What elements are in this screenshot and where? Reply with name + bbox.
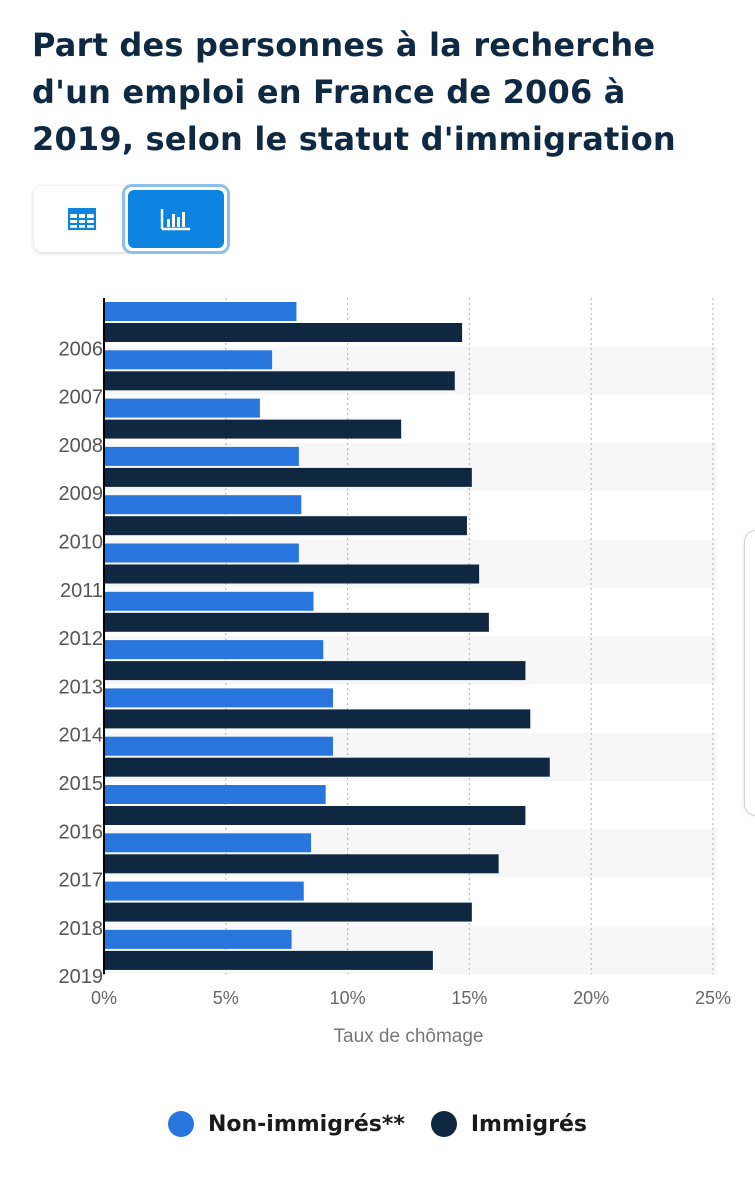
bar-immigres-2010 xyxy=(104,516,467,536)
y-tick-label-2007: 2007 xyxy=(59,387,104,409)
x-tick-label: 15% xyxy=(451,988,487,1008)
bar-immigres-2013 xyxy=(104,661,526,681)
table-icon xyxy=(68,208,96,230)
y-tick-label-2012: 2012 xyxy=(59,628,104,650)
bar-non-immigres-2019 xyxy=(104,929,292,949)
bar-immigres-2012 xyxy=(104,612,489,632)
x-tick-label: 5% xyxy=(213,988,239,1008)
bar-non-immigres-2008 xyxy=(104,398,260,418)
view-toggle xyxy=(34,184,230,254)
bar-non-immigres-2007 xyxy=(104,350,273,370)
chart-view-button[interactable] xyxy=(122,184,230,254)
y-tick-label-2008: 2008 xyxy=(59,435,104,457)
bar-non-immigres-2017 xyxy=(104,833,312,853)
y-tick-label-2011: 2011 xyxy=(60,580,103,602)
bar-non-immigres-2011 xyxy=(104,543,299,563)
y-tick-label-2017: 2017 xyxy=(59,870,104,892)
page-title: Part des personnes à la recherche d'un e… xyxy=(32,26,676,158)
bar-immigres-2007 xyxy=(104,371,455,391)
legend-label-non-immigres: Non-immigrés** xyxy=(207,1111,405,1137)
legend-swatch-non-immigres xyxy=(167,1111,194,1137)
y-tick-label-2009: 2009 xyxy=(59,483,104,505)
bar-immigres-2011 xyxy=(104,564,480,584)
bar-non-immigres-2013 xyxy=(104,640,324,660)
legend-swatch-immigres xyxy=(430,1111,457,1137)
table-view-button[interactable] xyxy=(34,186,130,252)
bar-non-immigres-2010 xyxy=(104,495,302,515)
legend: Non-immigrés** Immigrés xyxy=(0,1104,755,1144)
y-tick-label-2010: 2010 xyxy=(59,532,104,554)
y-tick-label-2014: 2014 xyxy=(59,725,104,747)
bar-immigres-2017 xyxy=(104,854,499,874)
legend-item-immigres[interactable]: Immigrés xyxy=(430,1111,588,1137)
x-tick-label: 10% xyxy=(330,988,366,1008)
x-tick-label: 20% xyxy=(573,988,609,1008)
bar-chart-icon xyxy=(160,209,190,231)
bar-non-immigres-2009 xyxy=(104,446,299,466)
y-tick-label-2019: 2019 xyxy=(59,966,104,988)
y-tick-label-2013: 2013 xyxy=(59,676,104,698)
bar-immigres-2006 xyxy=(104,323,463,342)
bar-non-immigres-2018 xyxy=(104,881,304,901)
bar-non-immigres-2006 xyxy=(104,302,297,321)
bar-non-immigres-2014 xyxy=(104,688,333,708)
bar-immigres-2009 xyxy=(104,467,472,487)
y-tick-label-2016: 2016 xyxy=(59,821,104,843)
y-tick-label-2015: 2015 xyxy=(59,773,104,795)
x-tick-label: 0% xyxy=(91,988,117,1008)
y-tick-label-2006: 2006 xyxy=(59,338,104,360)
bar-non-immigres-2016 xyxy=(104,785,326,804)
legend-label-immigres: Immigrés xyxy=(470,1111,588,1137)
chart-view-button-fill xyxy=(128,190,224,248)
legend-item-non-immigres[interactable]: Non-immigrés** xyxy=(167,1111,405,1137)
bar-immigres-2015 xyxy=(104,757,550,777)
bar-non-immigres-2015 xyxy=(104,736,333,756)
y-tick-label-2018: 2018 xyxy=(59,918,104,940)
bar-chart: 2006 2007 2008 2009 2010 2011 2012 2013 2014 2015… xyxy=(59,298,731,1047)
bar-non-immigres-2012 xyxy=(104,591,314,611)
bar-immigres-2019 xyxy=(104,950,433,970)
bar-immigres-2014 xyxy=(104,709,531,729)
x-tick-label: 25% xyxy=(695,988,731,1008)
bar-immigres-2008 xyxy=(104,419,402,439)
bar-immigres-2016 xyxy=(104,806,526,825)
bar-immigres-2018 xyxy=(104,902,472,922)
x-axis-title: Taux de chômage xyxy=(334,1026,484,1047)
